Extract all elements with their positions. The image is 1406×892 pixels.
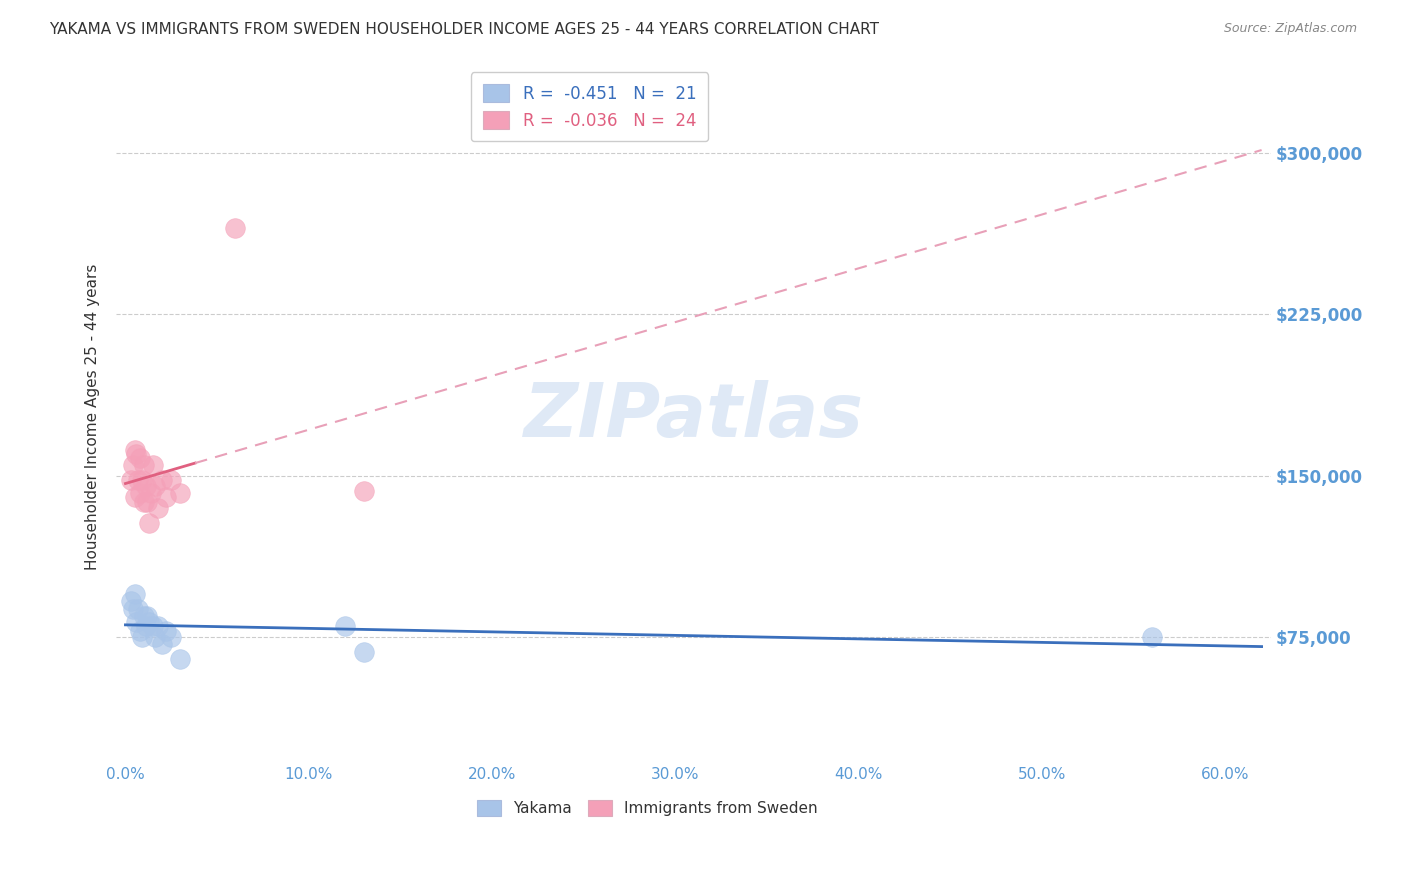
Point (353, 483, 375, 498)
Legend: Yakama, Immigrants from Sweden: Yakama, Immigrants from Sweden (471, 794, 824, 822)
Point (150, 473, 173, 487)
Point (121, 458, 143, 472)
Point (169, 486, 191, 500)
Point (124, 442, 146, 457)
Text: YAKAMA VS IMMIGRANTS FROM SWEDEN HOUSEHOLDER INCOME AGES 25 - 44 YEARS CORRELATI: YAKAMA VS IMMIGRANTS FROM SWEDEN HOUSEHO… (49, 22, 879, 37)
Point (148, 501, 170, 516)
Point (224, 221, 246, 235)
Point (127, 602, 149, 616)
Point (155, 624, 177, 638)
Point (129, 624, 152, 638)
Y-axis label: Householder Income Ages 25 - 44 years: Householder Income Ages 25 - 44 years (86, 263, 100, 570)
Text: ZIPatlas: ZIPatlas (523, 380, 863, 453)
Point (121, 602, 143, 616)
Point (120, 473, 142, 487)
Point (143, 630, 166, 644)
Point (135, 479, 157, 493)
Point (124, 490, 146, 504)
Point (150, 637, 173, 651)
Point (353, 645, 375, 659)
Point (136, 494, 159, 508)
Point (124, 587, 146, 601)
Point (136, 608, 159, 623)
Point (135, 619, 157, 633)
Point (139, 486, 162, 500)
Point (127, 473, 149, 487)
Point (138, 615, 160, 629)
Point (138, 516, 160, 530)
Text: Source: ZipAtlas.com: Source: ZipAtlas.com (1223, 22, 1357, 36)
Point (155, 490, 177, 504)
Point (1140, 630, 1163, 644)
Point (129, 486, 152, 500)
Point (132, 608, 155, 623)
Point (335, 619, 357, 633)
Point (160, 630, 183, 644)
Point (160, 473, 183, 487)
Point (120, 593, 142, 607)
Point (131, 630, 153, 644)
Point (129, 451, 152, 466)
Point (125, 615, 148, 629)
Point (169, 651, 191, 665)
Point (148, 619, 170, 633)
Point (132, 494, 155, 508)
Point (131, 473, 153, 487)
Point (142, 619, 165, 633)
Point (143, 479, 166, 493)
Point (125, 447, 148, 461)
Point (142, 458, 165, 472)
Point (132, 458, 155, 472)
